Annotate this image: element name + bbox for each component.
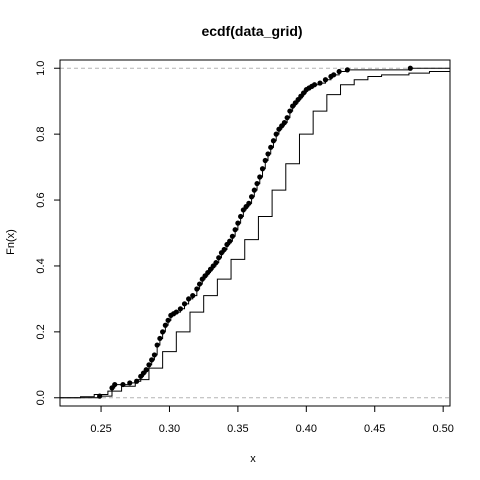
series-0-point [112, 382, 117, 387]
series-0-point [213, 260, 218, 265]
series-0-point [166, 318, 171, 323]
series-0-point [222, 247, 227, 252]
x-tick-label: 0.50 [432, 423, 453, 435]
series-0-point [246, 201, 251, 206]
series-0-point [249, 194, 254, 199]
series-0-point [127, 380, 132, 385]
series-0-point [257, 174, 262, 179]
x-tick-label: 0.30 [159, 423, 180, 435]
y-tick-label: 0.4 [35, 258, 47, 273]
series-0-point [312, 82, 317, 87]
y-tick-label: 0.8 [35, 126, 47, 141]
x-axis-label: x [250, 453, 256, 465]
x-tick-label: 0.45 [364, 423, 385, 435]
chart-title: ecdf(data_grid) [201, 23, 302, 39]
series-0-point [216, 255, 221, 260]
series-0-point [254, 181, 259, 186]
x-tick-label: 0.40 [296, 423, 317, 435]
series-0-point [197, 281, 202, 286]
series-0-point [274, 132, 279, 137]
series-0-point [194, 286, 199, 291]
series-0-point [174, 309, 179, 314]
series-0-point [287, 108, 292, 113]
series-0-point [317, 80, 322, 85]
series-0-point [178, 306, 183, 311]
series-layer [60, 66, 450, 399]
x-axis: 0.25 0.30 0.35 0.40 0.45 0.50 [90, 406, 454, 435]
series-0-point [337, 69, 342, 74]
series-0-point [230, 234, 235, 239]
series-0-point [152, 352, 157, 357]
series-0-point [190, 293, 195, 298]
series-0-point [238, 214, 243, 219]
series-0-point [285, 115, 290, 120]
series-0-point [282, 120, 287, 125]
y-tick-label: 0.6 [35, 192, 47, 207]
series-0-point [265, 151, 270, 156]
x-tick-label: 0.35 [227, 423, 248, 435]
series-0-point [408, 66, 413, 71]
reference-lines [60, 68, 450, 398]
y-tick-label: 1.0 [35, 61, 47, 76]
series-0-point [227, 239, 232, 244]
series-0-point [323, 77, 328, 82]
series-0-point [157, 336, 162, 341]
series-0-line [60, 68, 450, 398]
series-0-point [331, 72, 336, 77]
series-0-point [149, 357, 154, 362]
series-0-point [345, 67, 350, 72]
y-tick-label: 0.2 [35, 324, 47, 339]
series-0-point [186, 296, 191, 301]
series-0-point [163, 323, 168, 328]
series-0-point [268, 145, 273, 150]
y-tick-label: 0.0 [35, 390, 47, 405]
series-0-point [144, 367, 149, 372]
series-0-point [263, 158, 268, 163]
series-0-point [252, 188, 257, 193]
series-0-point [233, 227, 238, 232]
series-1-line [60, 72, 450, 398]
series-0-point [160, 329, 165, 334]
y-axis-label: Fn(x) [5, 229, 17, 255]
series-0-point [182, 301, 187, 306]
series-0-point [260, 166, 265, 171]
series-0-point [235, 221, 240, 226]
x-tick-label: 0.25 [90, 423, 111, 435]
plot-frame [60, 60, 450, 406]
series-0-point [155, 342, 160, 347]
series-0-point [271, 138, 276, 143]
y-axis: 0.0 0.2 0.4 0.6 0.8 1.0 [35, 61, 60, 406]
series-0-point [146, 362, 151, 367]
